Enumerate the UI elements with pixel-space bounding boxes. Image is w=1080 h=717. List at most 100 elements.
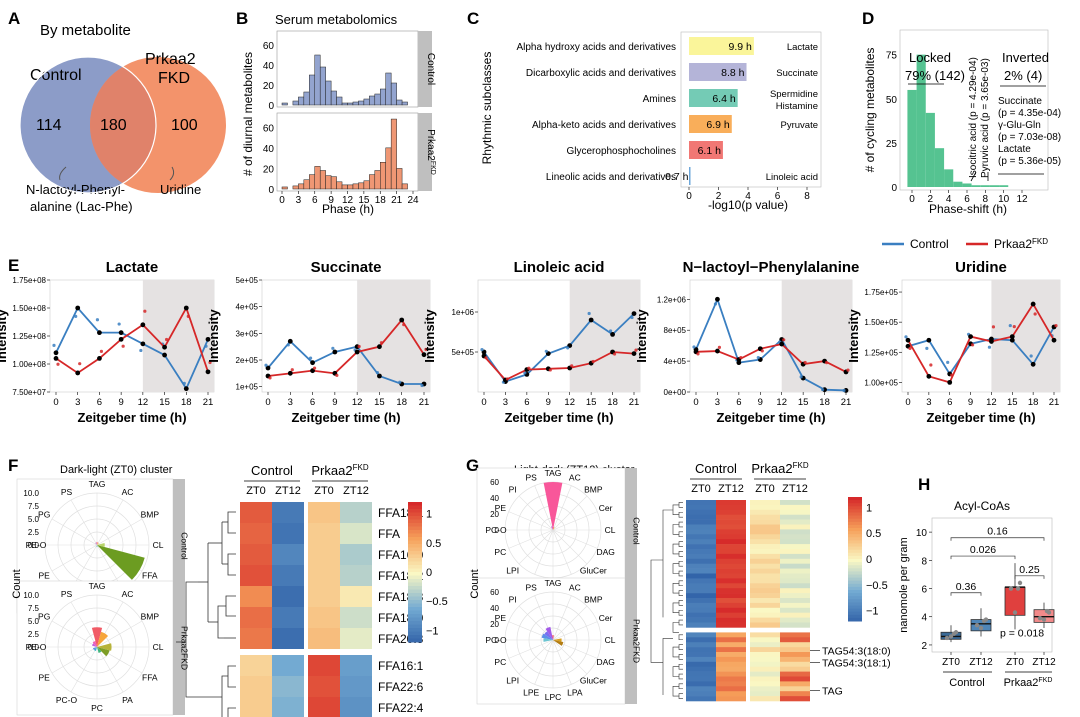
panel-g-light-dark: Light-dark (ZT12) cluster TAGACBMPCerCLD… — [469, 461, 891, 705]
colorbar-segment — [848, 534, 862, 538]
e-xtick-label: 21 — [629, 397, 640, 408]
h-bracket — [1014, 575, 1045, 579]
g-heat-cell — [686, 661, 716, 667]
g-right-label: TAG54:3(18:0) — [822, 645, 891, 657]
f-heat-cell — [272, 502, 304, 523]
e-xtick-label: 15 — [586, 397, 597, 408]
rose-tick-label: 0.0 — [28, 541, 40, 550]
d-rlist-item: (p = 4.35e-04) — [998, 108, 1061, 119]
b-bars-control — [281, 54, 408, 106]
rose-category-label: PA — [122, 695, 133, 705]
g-heat-cell — [750, 632, 780, 638]
c-xtick-label: 0 — [686, 191, 692, 202]
g-heat-cell — [716, 617, 746, 623]
b-ytick-label: 40 — [263, 61, 275, 72]
g-heat-cell — [750, 617, 780, 623]
g-heat-cell — [716, 676, 746, 682]
e-ylabel: Intensity — [634, 309, 649, 363]
b-bar — [292, 100, 299, 106]
b-ytick-label: 60 — [263, 41, 275, 52]
rose-category-label: PG — [38, 612, 50, 622]
rose-grid-spoke — [96, 518, 143, 546]
f-heat-cell — [340, 523, 372, 544]
h-dot — [1015, 586, 1021, 591]
f-heatmap: FFA18:1FFAFFA16:0FFA18:2FFA18:3FFA18:0FF… — [176, 463, 448, 717]
h-pvalue-overall: p = 0.018 — [1000, 627, 1044, 639]
h-bracket — [950, 555, 1016, 560]
g-heat-cell — [780, 500, 810, 506]
e-ytick-label: 5e+05 — [236, 276, 259, 285]
g-heat-cell — [780, 549, 810, 555]
rose-category-label: PS — [61, 589, 73, 599]
colorbar-segment — [408, 554, 422, 559]
g-heat-cell — [686, 534, 716, 540]
e-panel: Uridine 1.00e+05 1.25e+05 1.50e+05 1.75e+05 0… — [846, 259, 1061, 425]
b-bar — [363, 98, 370, 106]
h-dot — [1012, 610, 1018, 615]
colorbar-segment — [848, 586, 862, 591]
rose-petal — [92, 647, 97, 650]
g-dendrogram-branch — [672, 504, 679, 515]
e-replicate-dot — [121, 344, 125, 348]
d-locked-value: 79% (142) — [905, 68, 965, 83]
rose-category-label: AC — [569, 472, 581, 482]
rose-strip-label: Prkaa2FKD — [632, 619, 642, 663]
colorbar-segment — [848, 555, 862, 560]
e-series-line — [55, 305, 209, 375]
f-row-label: FFA16:1 — [378, 659, 424, 673]
colorbar-segment — [848, 599, 862, 603]
e-xtick-label: 21 — [1049, 397, 1060, 408]
g-heat-cell — [750, 524, 780, 530]
g-heat-cell — [780, 607, 810, 613]
f-heat-cell — [308, 655, 340, 676]
b-xtick-label: 18 — [375, 195, 387, 206]
e-series-point — [715, 348, 720, 354]
e-xlabel: Zeitgeber time (h) — [926, 410, 1035, 425]
colorbar-tick-label: −0.5 — [866, 580, 888, 592]
g-heat-cell — [716, 686, 746, 692]
g-heat-cell — [716, 568, 746, 574]
rose-tick-label: 60 — [490, 478, 499, 487]
g-heat-cell — [750, 500, 780, 506]
rose-tick-label: 40 — [490, 604, 499, 613]
c-bar-label: 9.9 h — [729, 41, 753, 53]
b-bar — [292, 185, 299, 190]
c-bar — [689, 167, 691, 185]
f-heat-cell — [340, 502, 372, 523]
e-ytick-label: 8e+05 — [664, 326, 687, 335]
e-xtick-label: 21 — [841, 397, 852, 408]
d-ytick-label: 25 — [886, 139, 898, 150]
e-panel: N−lactoyl−Phenylalanine 0e+00 4e+05 8e+05 1.… — [634, 259, 859, 425]
b-strip-bottom — [418, 113, 432, 191]
e-xtick-label: 9 — [968, 397, 973, 408]
b-bar — [298, 183, 305, 190]
e-replicate-dot — [739, 356, 743, 360]
e-dark-band — [569, 280, 640, 392]
rose-category-label: BMP — [584, 485, 603, 495]
f-heat-cell — [308, 607, 340, 628]
e-replicate-dot — [1029, 354, 1033, 358]
e-xlabel: Zeitgeber time (h) — [504, 410, 613, 425]
colorbar-segment — [848, 602, 862, 606]
b-bar — [358, 100, 365, 106]
e-series-point — [926, 337, 932, 343]
colorbar-segment — [408, 600, 422, 604]
e-xtick-label: 6 — [97, 397, 102, 408]
b-bar — [390, 82, 397, 106]
g-rose-control: TAGACBMPCerCLDAGGluCerLPALPCLPELPIPCPC-O… — [476, 467, 642, 595]
e-replicate-dot — [1008, 323, 1012, 328]
rose-grid-spoke — [51, 544, 98, 572]
f-heat-cell — [272, 586, 304, 607]
e-replicate-dot — [987, 345, 992, 349]
e-ytick-label: 4e+05 — [236, 303, 259, 312]
colorbar-tick-label: −1 — [426, 625, 439, 637]
rose-petal — [97, 631, 109, 647]
b-bar — [374, 170, 381, 190]
e-ytick-label: 7.50e+07 — [12, 388, 46, 397]
g-heat-cell — [686, 544, 716, 550]
rose-category-label: AC — [122, 589, 134, 599]
rose-strip-label: Control — [632, 517, 642, 545]
g-heat-cell — [780, 696, 810, 702]
f-heat-cell — [308, 586, 340, 607]
b-xtick-label: 15 — [358, 195, 370, 206]
